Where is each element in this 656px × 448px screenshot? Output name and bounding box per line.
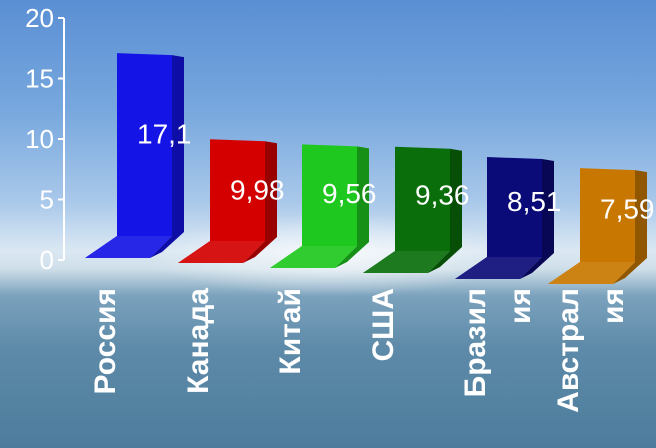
bar [178, 139, 265, 263]
category-label: ия [597, 288, 630, 324]
y-tick-label: 15 [25, 64, 54, 94]
bar [270, 144, 357, 268]
y-tick-label: 5 [40, 185, 54, 215]
bar-side [150, 55, 184, 259]
category-label: Россия [89, 288, 122, 395]
category-label: Китай [274, 288, 307, 375]
category-label: США [367, 288, 400, 361]
category-label: ия [504, 288, 537, 324]
bar [85, 53, 172, 259]
bar [363, 146, 450, 273]
bar-side [520, 159, 554, 279]
bar-base [178, 241, 265, 263]
data-label: 17,1 [137, 119, 192, 150]
y-tick-label: 10 [25, 124, 54, 154]
data-label: 9,56 [322, 178, 377, 209]
bar-base [548, 262, 635, 284]
bar-side [335, 146, 369, 268]
data-label: 9,36 [415, 179, 470, 210]
y-tick-label: 0 [40, 245, 54, 275]
bar-base [270, 246, 357, 268]
data-label: 8,51 [507, 186, 562, 217]
bar [548, 168, 635, 284]
category-label: Австрал [552, 288, 585, 413]
category-label: Бразил [459, 288, 492, 397]
bar-base [455, 257, 542, 279]
y-tick-label: 20 [25, 3, 54, 33]
bar [455, 157, 542, 279]
bar-base [363, 251, 450, 273]
bar-side [613, 170, 647, 284]
data-label: 9,98 [230, 175, 285, 206]
bar-side [428, 148, 462, 273]
category-label: Канада [182, 288, 215, 394]
bar-base [85, 236, 172, 258]
data-label: 7,59 [600, 193, 655, 224]
bar-side [243, 141, 277, 263]
